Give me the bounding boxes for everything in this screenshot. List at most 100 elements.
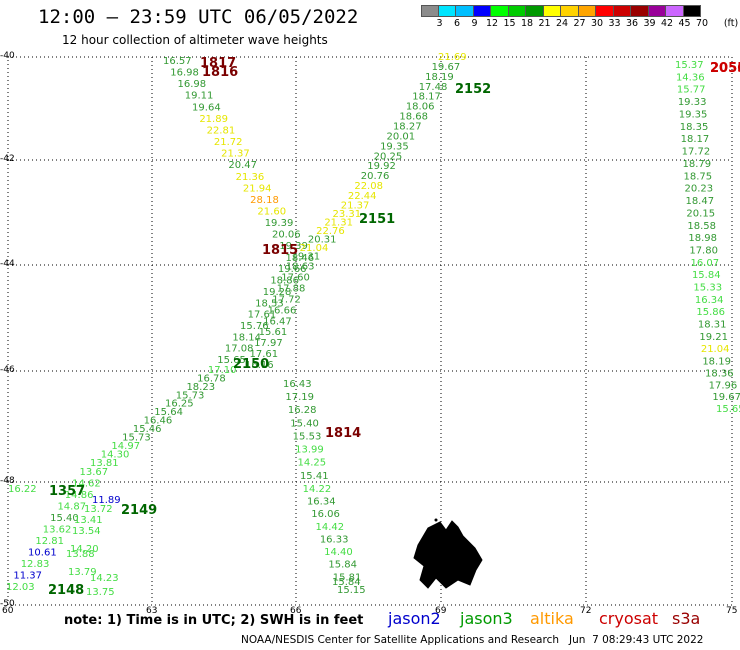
pass-number-label: 1814 <box>325 426 361 441</box>
swh-value-label: 15.84 <box>332 577 361 588</box>
legend-labels: (ft) 3 6 9 12 15 18 21 24 27 30 33 36 39 42 45 70 <box>421 17 738 29</box>
swh-value-label: 20.47 <box>228 160 257 171</box>
swh-value-label: 14.40 <box>324 547 353 558</box>
legend-bin-label: 15 <box>503 18 516 29</box>
swh-value-label: 15.37 <box>675 60 704 71</box>
swh-value-label: 18.19 <box>425 72 454 83</box>
color-legend: (ft) 3 6 9 12 15 18 21 24 27 30 33 36 39 42 45 70 <box>421 5 738 29</box>
swh-value-label: 13.72 <box>84 504 113 515</box>
swh-value-label: 19.39 <box>265 218 294 229</box>
swh-value-label: 13.54 <box>72 526 101 537</box>
swh-value-label: 16.34 <box>695 295 724 306</box>
swh-value-label: 18.35 <box>680 122 709 133</box>
legend-swatch <box>578 5 596 17</box>
swh-value-label: 17.10 <box>208 365 237 376</box>
swh-value-label: 18.53 <box>255 298 284 309</box>
x-tick-label: 69 <box>435 606 447 616</box>
swh-value-label: 20.25 <box>374 151 403 162</box>
swh-value-label: 20.31 <box>308 234 337 245</box>
satellite-label-altika: altika <box>530 609 574 628</box>
x-tick-label: 72 <box>580 606 592 616</box>
swh-value-label: 17.19 <box>285 392 314 403</box>
swh-value-label: 15.40 <box>290 418 319 429</box>
swh-value-label: 17.61 <box>248 310 277 321</box>
swh-value-label: 21.94 <box>243 183 272 194</box>
swh-value-label: 13.41 <box>74 515 103 526</box>
legend-swatch <box>666 5 684 17</box>
swh-value-label: 11.89 <box>92 495 121 506</box>
swh-value-label: 13.99 <box>295 445 324 456</box>
swh-value-label: 16.98 <box>178 79 207 90</box>
swh-value-label: 18.27 <box>393 121 422 132</box>
swh-value-label: 14.62 <box>72 478 101 489</box>
swh-value-label: 15.77 <box>677 85 706 96</box>
swh-value-label: 17.88 <box>277 284 306 295</box>
legend-bin-label: 24 <box>555 18 569 29</box>
swh-value-label: 22.44 <box>348 191 377 202</box>
swh-value-label: 19.28 <box>263 287 292 298</box>
swh-value-label: 15.41 <box>300 471 329 482</box>
swh-value-label: 19.11 <box>185 91 214 102</box>
y-tick-label: -42 <box>0 154 15 164</box>
swh-value-label: 15.76 <box>240 321 269 332</box>
legend-swatch <box>456 5 474 17</box>
island-dot <box>434 518 438 522</box>
swh-value-label: 18.63 <box>286 262 315 273</box>
legend-swatch <box>543 5 561 17</box>
swh-value-label: 28.18 <box>250 195 279 206</box>
legend-swatch <box>596 5 614 17</box>
pass-number-label: 1817 <box>200 56 236 71</box>
swh-value-label: 15.84 <box>692 270 721 281</box>
swh-value-label: 18.06 <box>406 102 435 113</box>
legend-bin-label: 36 <box>625 18 639 29</box>
map-subtitle: 12 hour collection of altimeter wave hei… <box>62 33 328 47</box>
satellite-label-cryosat: cryosat <box>599 609 659 628</box>
swh-value-label: 21.72 <box>214 137 243 148</box>
swh-value-label: 16.78 <box>197 373 226 384</box>
legend-bin-label: 6 <box>453 18 461 29</box>
swh-value-label: 18.58 <box>687 221 716 232</box>
legend-bin-label: 42 <box>660 18 674 29</box>
swh-value-label: 15.73 <box>176 390 205 401</box>
pass-number-label: 2055 <box>710 61 740 76</box>
swh-value-label: 18.31 <box>698 319 727 330</box>
swh-value-label: 19.35 <box>380 141 409 152</box>
swh-value-label: 19.64 <box>192 102 221 113</box>
swh-value-label: 21.37 <box>341 200 370 211</box>
credit-line: NOAA/NESDIS Center for Satellite Applica… <box>241 634 704 646</box>
y-tick-label: -48 <box>0 476 15 486</box>
swh-value-label: 15.46 <box>133 424 162 435</box>
swh-value-label: 21.37 <box>221 149 250 160</box>
legend-swatch <box>613 5 631 17</box>
swh-value-label: 21.31 <box>324 217 353 228</box>
x-tick-label: 63 <box>146 606 158 616</box>
map-title: 12:00 – 23:59 UTC 06/05/2022 <box>38 6 359 28</box>
y-tick-label: -46 <box>0 365 15 375</box>
legend-bin-label: 21 <box>538 18 551 29</box>
swh-value-label: 15.61 <box>259 327 288 338</box>
legend-bin-label: 30 <box>590 18 604 29</box>
legend-swatch <box>491 5 509 17</box>
swh-value-label: 19.67 <box>712 392 740 403</box>
swh-value-label: 17.48 <box>419 82 448 93</box>
swh-value-label: 15.84 <box>328 560 357 571</box>
swh-value-label: 18.23 <box>186 382 215 393</box>
swh-value-label: 19.35 <box>679 109 708 120</box>
satellite-label-jason3: jason3 <box>460 609 513 628</box>
swh-value-label: 18.86 <box>270 276 299 287</box>
swh-value-label: 19.92 <box>367 161 396 172</box>
pass-number-label: 2148 <box>48 583 84 598</box>
legend-unit: (ft) <box>723 18 739 29</box>
legend-swatch <box>631 5 649 17</box>
swh-value-label: 11.37 <box>13 570 42 581</box>
swh-value-label: 14.87 <box>57 501 86 512</box>
swh-value-label: 16.46 <box>144 416 173 427</box>
swh-value-label: 21.89 <box>199 114 228 125</box>
swh-value-label: 12.83 <box>21 559 50 570</box>
swh-value-label: 18.19 <box>702 356 731 367</box>
pass-number-label: 1816 <box>202 65 238 80</box>
legend-swatch <box>508 5 526 17</box>
satellite-label-s3a: s3a <box>672 609 701 628</box>
